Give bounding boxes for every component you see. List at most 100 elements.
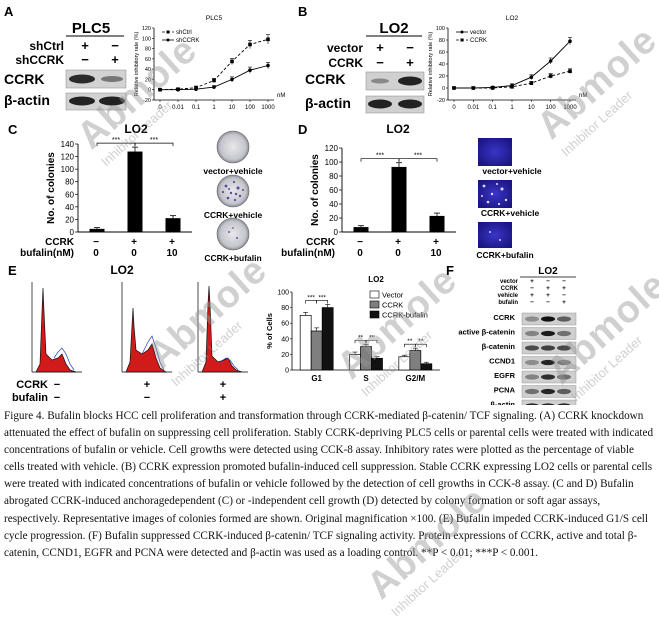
y-tick-label: 60 bbox=[145, 57, 151, 63]
y-tick-label: 60 bbox=[329, 186, 338, 195]
blot-band bbox=[541, 359, 555, 366]
y-tick-label: 60 bbox=[65, 190, 74, 199]
blot-mark: + bbox=[546, 285, 550, 292]
y-tick-label: 100 bbox=[61, 165, 75, 174]
panel-a-band-label-1: CCRK bbox=[4, 71, 44, 87]
y-tick-label: 40 bbox=[281, 336, 289, 343]
y-tick-label: -20 bbox=[437, 98, 445, 104]
blot-band bbox=[557, 388, 571, 395]
blot-row-label: CCRK bbox=[501, 286, 519, 292]
legend-swatch bbox=[369, 300, 380, 309]
panel-b-mark: − bbox=[406, 40, 414, 55]
y-axis-label: % of Cells bbox=[265, 313, 274, 349]
panel-d-row-label-1: CCRK bbox=[306, 237, 336, 248]
panel-b-blot-ccrk bbox=[365, 71, 425, 91]
panel-a-row-label-2: shCCRK bbox=[15, 53, 64, 67]
significance-label: *** bbox=[307, 294, 315, 301]
y-tick-label: -20 bbox=[143, 98, 151, 104]
y-tick-label: 20 bbox=[145, 77, 151, 83]
significance-label: *** bbox=[376, 153, 384, 160]
data-point bbox=[266, 63, 270, 68]
blot-band bbox=[557, 359, 571, 366]
panel-d-image-label-3: CCRK+bufalin bbox=[476, 250, 533, 260]
data-point bbox=[230, 77, 234, 82]
y-axis-label: Relative inhibitory rate (%) bbox=[428, 32, 434, 97]
data-point bbox=[194, 87, 198, 91]
blot-band bbox=[557, 316, 571, 322]
significance-label: ** bbox=[369, 334, 375, 341]
panel-d-image-label-1: vector+vehicle bbox=[482, 166, 542, 176]
panel-a-mark: − bbox=[81, 52, 89, 67]
flow-histogram-image bbox=[31, 282, 82, 373]
data-point bbox=[548, 59, 553, 63]
colony-dish-image bbox=[216, 174, 250, 208]
legend-swatch bbox=[369, 290, 380, 299]
blot-row-label: vector bbox=[500, 279, 519, 285]
blot-mark: + bbox=[562, 299, 566, 306]
data-point bbox=[248, 68, 252, 72]
blot-mark: + bbox=[530, 292, 534, 299]
panel-a-row-label-1: shCtrl bbox=[29, 39, 64, 53]
panel-e-ccrk-mark: − bbox=[54, 379, 60, 391]
y-axis-label: No. of colonies bbox=[46, 152, 57, 224]
panel-d-title: LO2 bbox=[386, 122, 410, 136]
figure-caption: Figure 4. Bufalin blocks HCC cell prolif… bbox=[4, 408, 656, 614]
panel-b: B LO2 vector CCRK + − − + CCRK β-actin -… bbox=[298, 4, 587, 114]
significance-label: *** bbox=[150, 137, 158, 144]
panel-d-letter: D bbox=[298, 122, 307, 137]
bar bbox=[360, 346, 372, 371]
panel-b-band-label-2: β-actin bbox=[305, 95, 351, 111]
blot-band bbox=[525, 330, 539, 337]
legend-label: CCRK-bufalin bbox=[382, 311, 428, 320]
flow-histogram-image bbox=[197, 282, 248, 373]
data-point bbox=[548, 74, 553, 78]
blot-band-label: β-catenin bbox=[482, 342, 516, 351]
panel-c-image-label-1: vector+vehicle bbox=[203, 166, 263, 176]
panel-b-mark: + bbox=[406, 55, 414, 70]
blot-mark: + bbox=[562, 285, 566, 292]
blot-band bbox=[557, 330, 571, 337]
x-tick-label: 1 bbox=[212, 105, 216, 111]
panel-e-letter: E bbox=[8, 263, 17, 278]
blot-band bbox=[541, 374, 555, 380]
panel-c-image-label-3: CCRK+bufalin bbox=[204, 253, 261, 263]
panel-b-mark: − bbox=[376, 55, 384, 70]
legend-marker bbox=[460, 38, 464, 42]
blot-band bbox=[525, 359, 539, 366]
data-point bbox=[568, 69, 572, 73]
y-tick-label: 80 bbox=[329, 172, 338, 181]
data-point bbox=[230, 59, 234, 64]
panel-d-ccrk-mark: + bbox=[433, 237, 439, 248]
panel-e-bufalin-mark: − bbox=[54, 392, 60, 404]
colony-dish-image bbox=[216, 217, 250, 251]
panel-c-row-label-2: bufalin(nM) bbox=[20, 248, 74, 259]
panel-d-ccrk-mark: + bbox=[395, 237, 401, 248]
bar bbox=[353, 227, 369, 232]
panel-c-ccrk-mark: − bbox=[93, 237, 99, 248]
panel-c-ccrk-mark: + bbox=[169, 237, 175, 248]
x-tick-label: 100 bbox=[245, 105, 256, 111]
panel-a-blot-ccrk bbox=[65, 69, 127, 89]
significance-label: ** bbox=[407, 338, 413, 345]
blot-row-label: vehicle bbox=[498, 293, 519, 299]
panel-c-bufalin-value: 0 bbox=[93, 248, 99, 259]
blot-band bbox=[541, 345, 555, 351]
panel-d-ccrk-mark: − bbox=[357, 237, 363, 248]
blot-mark: + bbox=[546, 292, 550, 299]
bar bbox=[429, 215, 445, 232]
y-tick-label: 20 bbox=[281, 352, 289, 359]
panel-f-blot: vector + − −CCRK − + +vehicle + + −bufalin − − +CCRK… bbox=[458, 278, 577, 405]
x-tick-label: 0 bbox=[452, 105, 456, 111]
blot-band-label: CCND1 bbox=[489, 357, 515, 366]
panel-c-title: LO2 bbox=[124, 122, 148, 136]
panel-d-bufalin-value: 0 bbox=[395, 248, 401, 259]
bar bbox=[299, 315, 312, 371]
panel-c-letter: C bbox=[8, 122, 18, 137]
significance-label: *** bbox=[112, 137, 120, 144]
y-tick-label: 60 bbox=[281, 321, 289, 328]
x-tick-label: 0 bbox=[158, 105, 162, 111]
significance-label: *** bbox=[414, 153, 422, 160]
y-tick-label: 140 bbox=[61, 140, 75, 149]
blot-band bbox=[557, 374, 571, 380]
